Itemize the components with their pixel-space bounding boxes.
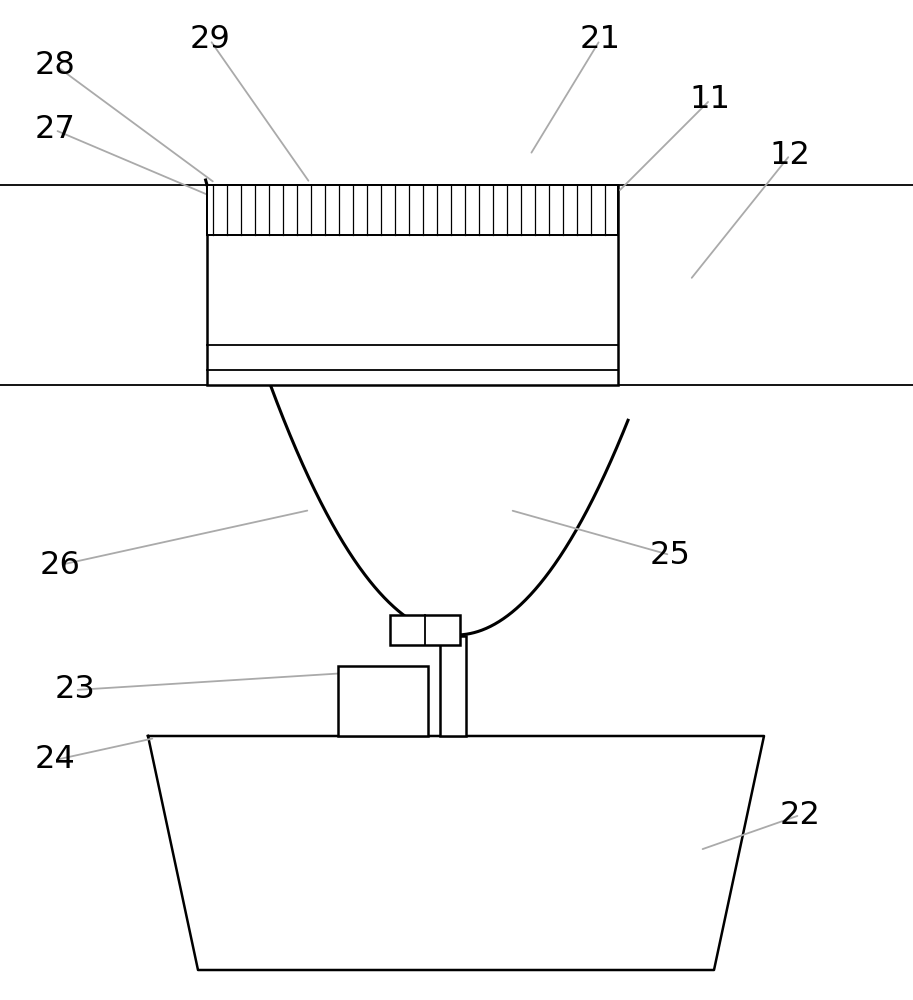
Bar [338,666,428,736]
Text: 29: 29 [190,24,230,55]
Text: 25: 25 [649,540,690,570]
Polygon shape [148,736,764,970]
Bar [207,185,618,385]
Text: 26: 26 [39,550,80,580]
Text: 22: 22 [780,800,821,830]
Text: 23: 23 [55,674,96,706]
Text: 24: 24 [35,744,76,776]
Bar [440,636,466,736]
Text: 21: 21 [580,24,621,55]
Text: 27: 27 [35,114,76,145]
Text: 28: 28 [35,49,76,81]
Bar [390,615,460,645]
Text: 11: 11 [689,85,730,115]
Bar [207,185,618,235]
Text: 12: 12 [770,139,811,170]
Bar [207,185,618,235]
